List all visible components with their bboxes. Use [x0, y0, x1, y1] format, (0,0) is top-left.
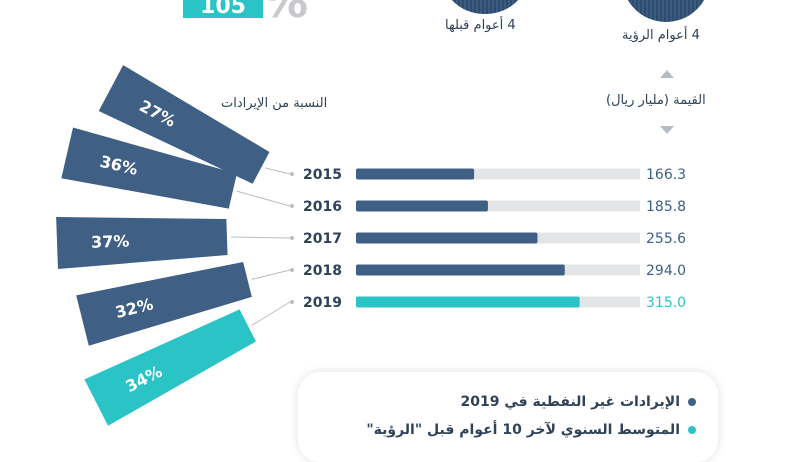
legend-dot-dark — [688, 398, 696, 406]
legend-item-average: المتوسط السنوي لآخر 10 أعوام قبل "الرؤية… — [366, 422, 696, 438]
connector-dot-2016 — [290, 204, 294, 208]
bar-track-2015 — [356, 168, 640, 180]
value-label-2015: 166.3 — [646, 167, 686, 183]
bar-track-2016 — [356, 200, 640, 212]
connector-2018 — [251, 269, 291, 280]
year-label-2019: 2019 — [303, 295, 342, 311]
connector-2017 — [230, 236, 291, 239]
connector-dot-2015 — [290, 172, 294, 176]
year-label-2016: 2016 — [303, 199, 342, 215]
year-label-2015: 2015 — [303, 167, 342, 183]
connector-2016 — [236, 190, 291, 207]
bar-2017 — [356, 232, 538, 244]
share-segment-2018 — [76, 261, 252, 346]
share-segment-2016 — [61, 127, 237, 209]
connector-dot-2019 — [290, 300, 294, 304]
share-segment-2019 — [84, 309, 256, 426]
share-group-2015: 27% — [98, 65, 270, 184]
revenue-chart: 2015 166.3 27% 2016 185.8 36% 2017 255.6 37% 2018… — [56, 65, 686, 426]
legend: الإيرادات غير النفطية في 2019 المتوسط ال… — [298, 372, 718, 462]
year-label-2017: 2017 — [303, 231, 342, 247]
connector-2015 — [264, 167, 291, 175]
value-label-2016: 185.8 — [646, 199, 686, 215]
pill-number: 105 — [200, 0, 246, 18]
connector-dot-2017 — [290, 236, 294, 240]
legend-text-average: المتوسط السنوي لآخر 10 أعوام قبل "الرؤية… — [366, 422, 680, 438]
legend-dot-teal — [688, 426, 696, 434]
value-label-2017: 255.6 — [646, 231, 686, 247]
bar-2019 — [356, 296, 580, 308]
share-group-2016: 36% — [61, 127, 237, 209]
share-group-2017: 37% — [56, 216, 228, 269]
year-label-2018: 2018 — [303, 263, 342, 279]
share-group-2019: 34% — [84, 309, 256, 426]
value-header: القيمة (مليار ريال) — [606, 93, 706, 108]
caption-before: 4 أعوام قبلها — [445, 18, 516, 33]
share-group-2018: 32% — [76, 261, 252, 346]
bar-2016 — [356, 200, 488, 212]
connector-2019 — [251, 301, 291, 326]
value-label-2018: 294.0 — [646, 263, 686, 279]
value-label-2019: 315.0 — [646, 295, 686, 311]
caption-vision: 4 أعوام الرؤية — [622, 28, 700, 43]
share-header: النسبة من الإيرادات — [221, 96, 328, 111]
value-up-arrow-icon — [660, 70, 674, 78]
connector-dot-2018 — [290, 268, 294, 272]
share-segment-2017 — [56, 216, 228, 269]
value-down-arrow-icon — [660, 126, 674, 134]
share-segment-2015 — [98, 65, 270, 184]
highlight-pill: 105 — [183, 0, 263, 18]
legend-text-nonoil: الإيرادات غير النفطية في 2019 — [460, 394, 680, 410]
legend-item-nonoil: الإيرادات غير النفطية في 2019 — [460, 394, 696, 410]
big-percent-sign: % — [262, 0, 309, 28]
bar-2015 — [356, 168, 475, 180]
share-label-2017: 37% — [91, 231, 130, 251]
bar-2018 — [356, 264, 565, 276]
